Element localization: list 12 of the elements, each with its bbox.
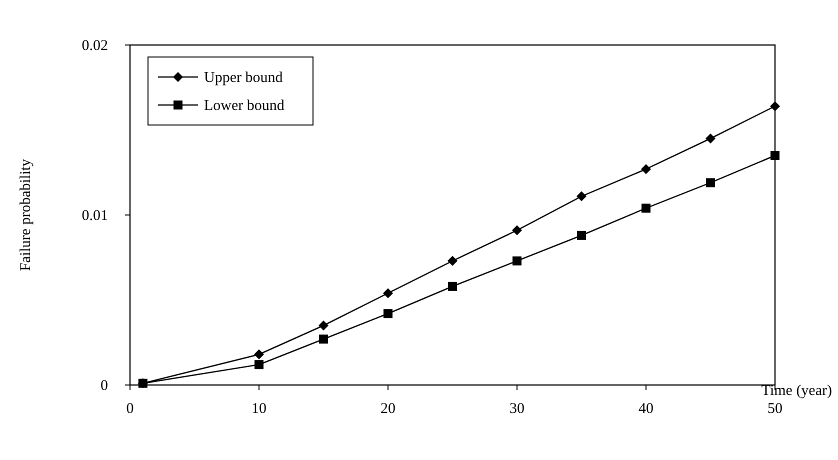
legend-label: Lower bound bbox=[204, 98, 285, 114]
y-tick-label: 0 bbox=[100, 378, 108, 394]
x-tick-label: 10 bbox=[252, 401, 266, 417]
legend-label: Upper bound bbox=[204, 70, 284, 86]
y-tick-label: 0.02 bbox=[82, 38, 108, 54]
y-axis-title: Failure probability bbox=[18, 158, 34, 272]
y-tick-label: 0.01 bbox=[82, 208, 108, 224]
x-tick-label: 0 bbox=[126, 401, 134, 417]
x-tick-label: 20 bbox=[380, 401, 396, 417]
x-tick-label: 30 bbox=[510, 401, 524, 417]
x-tick-label: 40 bbox=[638, 401, 654, 417]
x-tick-label: 50 bbox=[768, 401, 782, 417]
